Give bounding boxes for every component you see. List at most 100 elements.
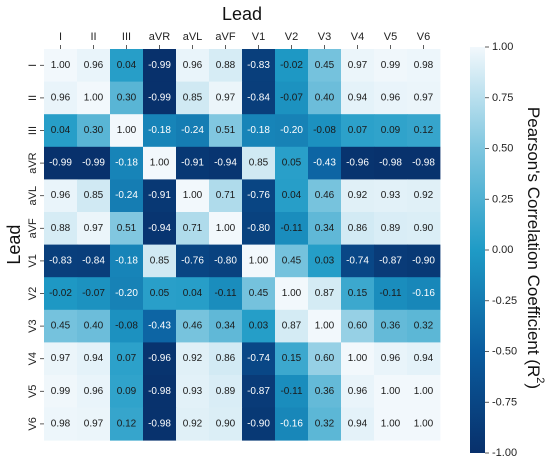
cell-value-label: 0.96 [381,92,401,103]
cell-value-label: 0.94 [414,353,434,364]
heatmap-cell [209,277,243,311]
cell-value-label: 0.96 [51,92,71,103]
cell-value-label: -0.08 [313,125,336,136]
cell-value-label: -0.07 [280,92,303,103]
cell-value-label: 0.96 [381,353,401,364]
heatmap-cell [176,179,210,213]
heatmap-cell [77,342,111,376]
cell-value-label: -0.96 [346,158,369,169]
heatmap-cell [110,244,144,278]
cell-value-label: -0.94 [214,158,237,169]
cell-value-label: 1.00 [381,418,401,429]
cell-value-label: 1.00 [150,158,170,169]
cell-value-label: 0.45 [282,255,302,266]
x-tick-label: V1 [252,31,265,43]
cell-value-label: 0.32 [315,418,335,429]
cell-value-label: 1.00 [84,92,104,103]
cell-value-label: 0.87 [315,288,335,299]
y-tick-label: V1 [27,254,39,267]
cell-value-label: -0.16 [280,418,303,429]
y-tick-label: I [27,64,39,67]
cell-value-label: 1.00 [348,353,368,364]
cell-value-label: 0.97 [84,223,104,234]
heatmap-cell [275,277,309,311]
cell-value-label: -0.94 [148,223,171,234]
heatmap-cell [110,212,144,245]
cell-value-label: -0.98 [412,158,435,169]
cell-value-label: -0.18 [247,125,270,136]
x-tick-label: V3 [318,31,331,43]
heatmap-cell [275,342,309,376]
cell-value-label: -0.98 [148,418,171,429]
cell-value-label: 0.71 [216,190,236,201]
heatmap-cell [308,49,342,82]
cell-value-label: 0.85 [84,190,104,201]
heatmap-cell [77,309,111,343]
cell-value-label: 0.34 [315,223,335,234]
x-tick-label: V2 [285,31,298,43]
cell-value-label: -0.98 [379,158,402,169]
heatmap-cell [44,49,78,82]
heatmap-cell [242,114,276,148]
cell-value-label: 0.36 [381,321,401,332]
heatmap-cell [374,244,408,278]
cell-value-label: -0.99 [148,92,171,103]
heatmap-cell [44,407,78,441]
cell-value-label: 0.86 [348,223,368,234]
heatmap-cell [209,407,243,441]
cell-value-label: 1.00 [216,223,236,234]
heatmap-cell [242,81,276,115]
cell-value-label: 0.09 [117,386,137,397]
heatmap-cell [242,407,276,441]
colorbar-title-main: Pearson's Correlation Coefficient (R [525,107,544,377]
colorbar-tick-label: 0.75 [492,92,513,104]
heatmap-cell [374,277,408,311]
y-tick-label: V4 [27,352,39,365]
heatmap-cell [209,179,243,213]
cell-value-label: -0.16 [412,288,435,299]
heatmap-cell [407,49,441,82]
heatmap-cell [275,244,309,278]
heatmap-cell [143,375,177,408]
heatmap-cell [143,244,177,278]
heatmap-cell [374,309,408,343]
heatmap-cell [308,244,342,278]
cell-value-label: 0.94 [348,418,368,429]
heatmap-cell [275,407,309,441]
cell-value-label: -0.24 [181,125,204,136]
colorbar-tick-label: 0.00 [492,244,513,256]
x-tick-label: aVF [215,31,235,43]
cell-value-label: 0.89 [381,223,401,234]
cell-value-label: -0.11 [379,288,401,299]
cell-value-label: -0.20 [115,288,138,299]
heatmap-cell [242,309,276,343]
heatmap-cell [110,81,144,115]
heatmap-cell [275,81,309,115]
heatmap-cell [110,49,144,82]
heatmap-cell [275,179,309,213]
heatmap-cell [77,244,111,278]
colorbar-title: Pearson's Correlation Coefficient (R2) [525,107,547,389]
cell-value-label: 0.30 [117,92,137,103]
heatmap-cell [242,277,276,311]
heatmap-cell [110,277,144,311]
heatmap-cell [341,309,375,343]
heatmap-cell [374,212,408,245]
cell-value-label: 0.30 [84,125,104,136]
heatmap-cell [77,407,111,441]
cell-value-label: -0.11 [280,223,302,234]
cell-value-label: 0.03 [249,321,269,332]
cell-value-label: -0.76 [181,255,204,266]
heatmap-cell [341,277,375,311]
heatmap-cell [209,49,243,82]
cell-value-label: -0.90 [412,255,435,266]
y-tick-label: V5 [27,385,39,398]
cell-value-label: 0.97 [348,60,368,71]
cell-value-label: 0.96 [84,60,104,71]
cell-value-label: 0.96 [183,60,203,71]
cell-value-label: -0.02 [280,60,303,71]
cell-value-label: 0.94 [348,92,368,103]
y-tick-label: aVR [27,152,39,173]
heatmap-cell [374,81,408,115]
